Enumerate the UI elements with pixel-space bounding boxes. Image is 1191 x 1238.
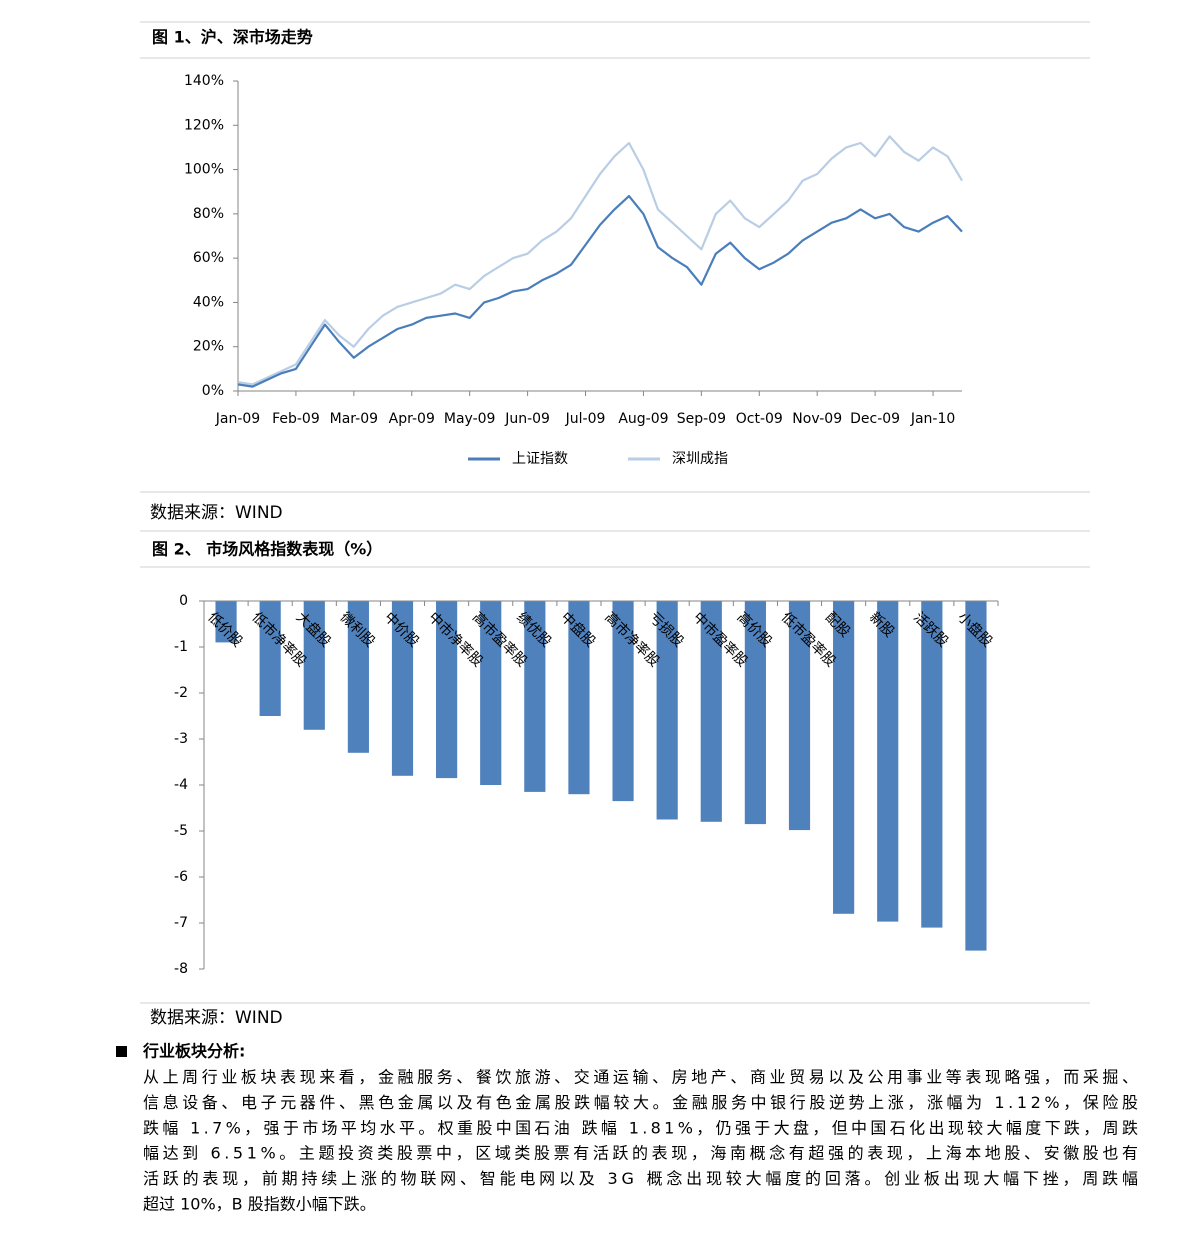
- bar: [656, 601, 678, 820]
- series-line: [237, 135, 963, 386]
- figure-caption: 图 1、沪、深市场走势: [152, 28, 313, 47]
- bar: [347, 601, 369, 753]
- y-tick-label: -5: [174, 823, 188, 839]
- y-tick-label: -7: [174, 915, 188, 931]
- section-heading: 行业板块分析:: [142, 1042, 245, 1061]
- x-tick-label: Oct-09: [736, 411, 783, 427]
- legend-label: 上证指数: [512, 451, 568, 467]
- x-tick-label: Nov-09: [792, 411, 842, 427]
- paragraph-line: 跌幅 1.7%，强于市场平均水平。权重股中国石油 跌幅 1.81%，仍强于大盘，…: [143, 1118, 1138, 1137]
- y-tick-label: 40%: [193, 294, 224, 310]
- source-note: 数据来源：WIND: [150, 503, 283, 523]
- x-tick-label: Jan-09: [215, 411, 260, 427]
- paragraph-line: 活跃的表现，前期持续上涨的物联网、智能电网以及 3G 概念出现较大幅度的回落。创…: [143, 1169, 1138, 1188]
- y-tick-label: -1: [174, 639, 188, 655]
- x-tick-label: Dec-09: [850, 411, 900, 427]
- x-tick-label: Aug-09: [618, 411, 668, 427]
- y-tick-label: 100%: [184, 162, 224, 178]
- y-tick-label: 0%: [202, 383, 224, 399]
- y-tick-label: -4: [174, 777, 188, 793]
- bar: [700, 601, 722, 822]
- x-tick-label: Jun-09: [504, 411, 550, 427]
- y-tick-label: 140%: [184, 73, 224, 89]
- bar: [833, 601, 855, 914]
- y-tick-label: 120%: [184, 117, 224, 133]
- bar: [788, 601, 811, 831]
- x-tick-label: Feb-09: [272, 411, 320, 427]
- x-tick-label: May-09: [444, 411, 496, 427]
- bar: [877, 601, 899, 922]
- source-note: 数据来源：WIND: [150, 1008, 283, 1028]
- bar: [480, 601, 502, 785]
- y-tick-label: 0: [179, 593, 188, 609]
- bar: [965, 601, 987, 951]
- y-tick-label: -2: [174, 685, 188, 701]
- bar: [568, 601, 590, 795]
- bar: [612, 601, 634, 802]
- y-tick-label: 80%: [193, 206, 224, 222]
- series-line: [237, 195, 963, 388]
- bar: [524, 601, 546, 792]
- bar: [921, 601, 943, 928]
- paragraph-line: 信息设备、电子元器件、黑色金属以及有色金属股跌幅较大。金融服务中银行股逆势上涨，…: [143, 1093, 1138, 1112]
- paragraph-line: 超过 10%，B 股指数小幅下跌。: [143, 1195, 376, 1214]
- paragraph-line: 幅达到 6.51%。主题投资类股票中，区域类股票有活跃的表现，海南概念有超强的表…: [143, 1144, 1138, 1163]
- x-tick-label: Mar-09: [330, 411, 378, 427]
- bar: [303, 601, 325, 730]
- bar: [744, 601, 766, 825]
- bar: [259, 601, 281, 716]
- y-tick-label: 20%: [193, 339, 224, 355]
- y-tick-label: -6: [174, 869, 188, 885]
- y-tick-label: -3: [174, 731, 188, 747]
- y-tick-label: 60%: [193, 250, 224, 266]
- y-tick-label: -8: [174, 961, 188, 977]
- bar: [436, 601, 458, 779]
- bullet: [116, 1046, 127, 1057]
- x-tick-label: Jan-10: [910, 411, 955, 427]
- figure-caption: 图 2、 市场风格指数表现（%）: [152, 540, 382, 559]
- x-tick-label: Jul-09: [565, 411, 606, 427]
- bar: [215, 601, 237, 643]
- bar: [391, 601, 414, 776]
- paragraph-line: 从上周行业板块表现来看，金融服务、餐饮旅游、交通运输、房地产、商业贸易以及公用事…: [143, 1068, 1138, 1087]
- x-tick-label: Sep-09: [677, 411, 726, 427]
- x-tick-label: Apr-09: [389, 411, 435, 427]
- legend-label: 深圳成指: [672, 451, 728, 467]
